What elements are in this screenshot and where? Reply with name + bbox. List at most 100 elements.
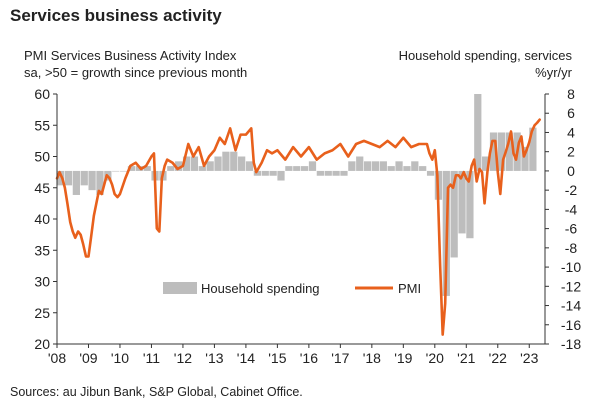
right-tick-label: -16 [561, 317, 581, 333]
household-spending-bar [387, 166, 395, 171]
household-spending-bar [88, 170, 96, 191]
right-tick-label: 0 [567, 163, 575, 179]
household-spending-bar [411, 161, 419, 171]
household-spending-bar [64, 170, 73, 186]
household-spending-bar [529, 127, 537, 171]
household-spending-bar [497, 132, 506, 171]
x-tick-label: '19 [394, 350, 412, 366]
left-tick-label: 40 [34, 211, 50, 227]
left-tick-label: 55 [34, 117, 50, 133]
household-spending-bar [238, 156, 246, 171]
x-tick-label: '11 [143, 350, 160, 366]
household-spending-bar [348, 161, 356, 171]
x-tick-label: '21 [457, 350, 475, 366]
right-tick-label: -14 [561, 298, 581, 314]
pmi-line-layer [55, 118, 541, 336]
household-spending-bar [277, 170, 285, 181]
legend-household-spending-label: Household spending [201, 281, 320, 296]
household-spending-bar [198, 166, 206, 171]
household-spending-bar [80, 170, 88, 186]
household-spending-bar [119, 170, 128, 172]
legend: Household spending PMI [163, 281, 421, 296]
x-tick-label: '08 [48, 350, 66, 366]
household-spending-bar [112, 170, 120, 172]
household-spending-bar [324, 170, 332, 176]
household-spending-bar [482, 156, 490, 171]
household-spending-bar [182, 156, 191, 171]
left-tick-label: 50 [34, 149, 50, 165]
x-tick-label: '14 [237, 350, 255, 366]
household-spending-bar [379, 161, 387, 171]
source-note: Sources: au Jibun Bank, S&P Global, Cabi… [10, 385, 303, 399]
legend-household-spending-swatch [163, 282, 197, 294]
x-tick-label: '22 [489, 350, 507, 366]
x-tick-label: '09 [79, 350, 97, 366]
x-tick-label: '17 [331, 350, 349, 366]
right-axis-note: Household spending, services [398, 48, 572, 63]
household-spending-bar [332, 170, 340, 176]
household-spending-bar [285, 166, 293, 171]
right-tick-label: -18 [561, 336, 581, 352]
right-tick-label: -6 [565, 221, 578, 237]
right-tick-label: -10 [561, 259, 581, 275]
right-tick-label: -4 [565, 201, 578, 217]
right-tick-label: 6 [567, 105, 575, 121]
household-spending-bar [340, 170, 348, 176]
right-tick-label: -8 [565, 240, 578, 256]
x-tick-label: '20 [426, 350, 444, 366]
household-spending-bar [356, 156, 364, 171]
household-spending-bar [269, 170, 277, 176]
right-axis-unit: %yr/yr [535, 65, 572, 80]
household-spending-bar [466, 170, 474, 239]
household-spending-bar [206, 161, 214, 171]
legend-pmi-label: PMI [398, 281, 421, 296]
left-axis-note: PMI Services Business Activity Index [24, 48, 237, 63]
household-spending-bar [127, 166, 136, 171]
household-spending-bar [214, 156, 222, 171]
household-spending-bar [505, 132, 513, 171]
household-spending-bar [474, 94, 482, 171]
household-spending-bar [301, 166, 309, 171]
household-spending-bar [395, 161, 403, 171]
x-tick-label: '10 [111, 350, 129, 366]
household-spending-bar [371, 161, 380, 171]
household-spending-bar [230, 151, 238, 171]
household-spending-bar [308, 161, 317, 171]
household-spending-bar [175, 161, 183, 171]
left-tick-label: 60 [34, 86, 50, 102]
x-tick-label: '13 [205, 350, 223, 366]
left-tick-label: 25 [34, 305, 50, 321]
household-spending-bar [426, 170, 435, 176]
household-spending-bar [489, 132, 498, 171]
household-spending-bar [403, 166, 411, 171]
left-tick-label: 35 [34, 242, 50, 258]
right-tick-label: -2 [565, 182, 578, 198]
household-spending-bar [363, 161, 372, 171]
x-tick-label: '23 [520, 350, 538, 366]
right-tick-label: 4 [567, 124, 575, 140]
household-spending-bar [190, 156, 199, 171]
x-tick-label: '12 [174, 350, 192, 366]
household-spending-bar [458, 170, 466, 234]
household-spending-bar [167, 166, 175, 171]
x-tick-label: '16 [300, 350, 318, 366]
right-tick-label: 2 [567, 144, 575, 160]
x-tick-label: '18 [363, 350, 381, 366]
household-spending-bars [57, 94, 537, 296]
household-spending-bar [293, 166, 301, 171]
household-spending-bar [419, 166, 427, 171]
household-spending-bar [57, 170, 65, 186]
chart-title: Services business activity [10, 6, 222, 25]
household-spending-bar [450, 170, 458, 258]
household-spending-bar [72, 170, 80, 195]
household-spending-bar [245, 161, 254, 171]
household-spending-bar [316, 170, 324, 176]
axes: 202530354045505560-18-16-14-12-10-8-6-4-… [34, 86, 581, 366]
household-spending-bar [222, 151, 230, 171]
household-spending-bar [96, 170, 104, 195]
left-tick-label: 45 [34, 180, 50, 196]
household-spending-bar [521, 146, 529, 171]
left-tick-label: 30 [34, 274, 50, 290]
pmi-line [55, 118, 541, 336]
x-tick-label: '15 [268, 350, 286, 366]
